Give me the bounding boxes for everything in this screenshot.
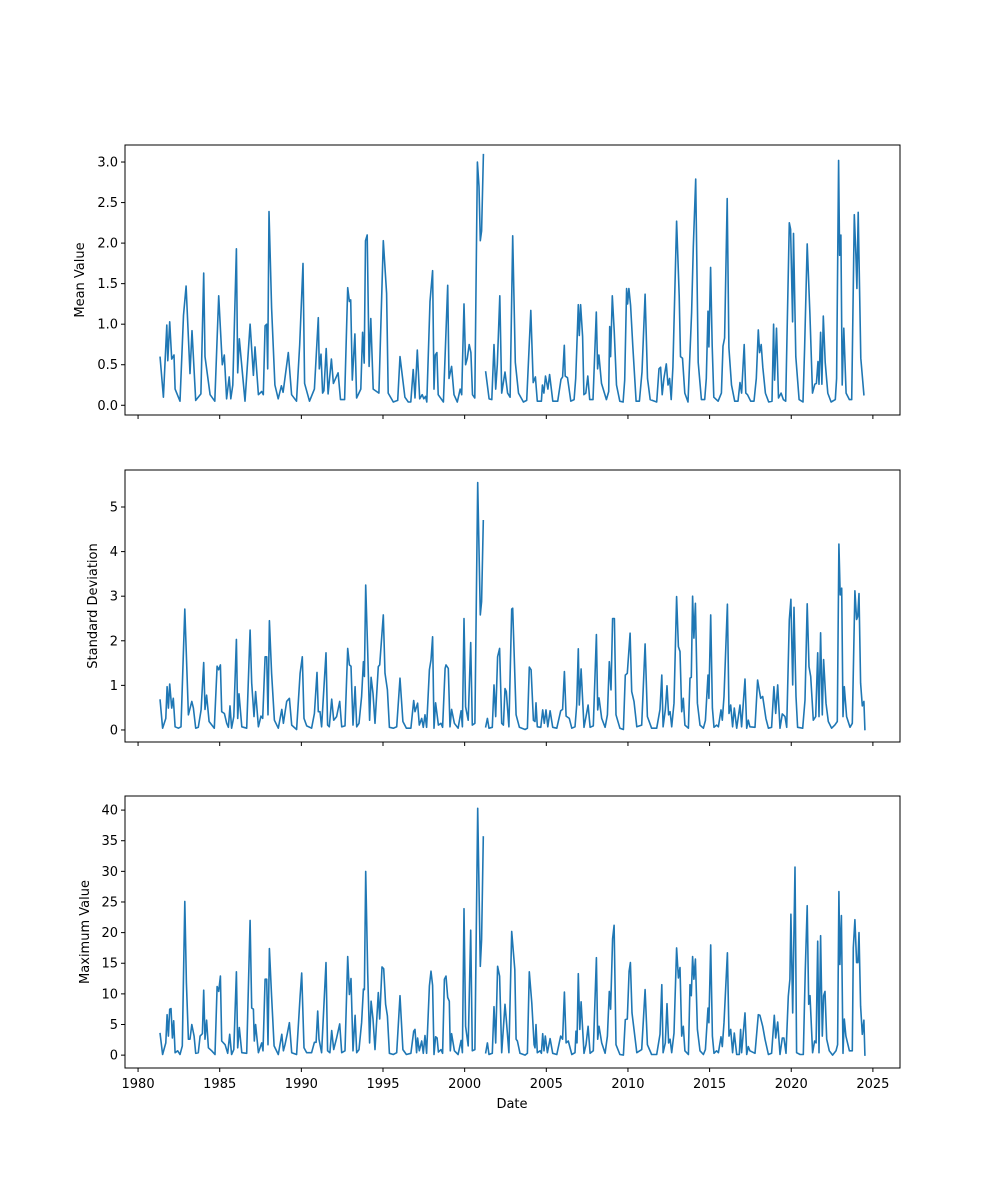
y-tick-label: 1 bbox=[110, 679, 118, 694]
x-tick-label: 2025 bbox=[856, 1077, 889, 1092]
x-tick-label: 2020 bbox=[775, 1077, 808, 1092]
y-tick-label: 1.5 bbox=[97, 277, 118, 292]
y-tick-label: 3 bbox=[110, 590, 118, 605]
y-tick-label: 2.0 bbox=[97, 237, 118, 252]
x-tick-label: 2015 bbox=[693, 1077, 726, 1092]
y-axis-label: Mean Value bbox=[73, 242, 88, 317]
series-line-mean-value bbox=[159, 153, 865, 403]
y-tick-label: 0 bbox=[110, 723, 118, 738]
mean-value-panel: Mean Value 0.0 0.5 1.0 1.5 2.0 2.5 3.0 bbox=[73, 144, 901, 419]
axes-frame bbox=[124, 469, 901, 743]
x-tick-label: 2000 bbox=[448, 1077, 481, 1092]
y-tick-label: 20 bbox=[101, 926, 118, 941]
y-tick-label: 2 bbox=[110, 634, 118, 649]
y-tick-label: 5 bbox=[110, 1018, 118, 1033]
x-tick-label: 1980 bbox=[122, 1077, 155, 1092]
y-tick-label: 2.5 bbox=[97, 196, 118, 211]
y-tick-label: 1.0 bbox=[97, 318, 118, 333]
x-axis-label: Date bbox=[496, 1097, 527, 1112]
y-tick-label: 0 bbox=[110, 1049, 118, 1064]
x-tick-label: 1995 bbox=[366, 1077, 399, 1092]
x-tick-label: 1990 bbox=[285, 1077, 318, 1092]
y-tick-label: 10 bbox=[101, 987, 118, 1002]
y-axis-label: Maximum Value bbox=[78, 880, 93, 984]
y-axis-label: Standard Deviation bbox=[86, 543, 101, 668]
y-tick-label: 0.0 bbox=[97, 399, 118, 414]
x-tick-label: 1985 bbox=[203, 1077, 236, 1092]
y-tick-label: 5 bbox=[110, 501, 118, 516]
axes-frame bbox=[124, 795, 901, 1069]
x-tick-label: 2010 bbox=[611, 1077, 644, 1092]
y-tick-label: 35 bbox=[101, 834, 118, 849]
x-tick-label: 2005 bbox=[530, 1077, 563, 1092]
series-line-standard-deviation bbox=[159, 481, 866, 731]
axes-frame bbox=[124, 144, 901, 416]
y-tick-label: 30 bbox=[101, 865, 118, 880]
standard-deviation-panel: Standard Deviation 0 1 2 3 4 5 bbox=[86, 469, 901, 746]
series-line-maximum-value bbox=[159, 807, 866, 1056]
y-tick-label: 0.5 bbox=[97, 358, 118, 373]
y-tick-label: 15 bbox=[101, 957, 118, 972]
y-tick-label: 25 bbox=[101, 895, 118, 910]
y-tick-label: 3.0 bbox=[97, 156, 118, 171]
y-tick-label: 40 bbox=[101, 804, 118, 819]
y-tick-label: 4 bbox=[110, 545, 118, 560]
